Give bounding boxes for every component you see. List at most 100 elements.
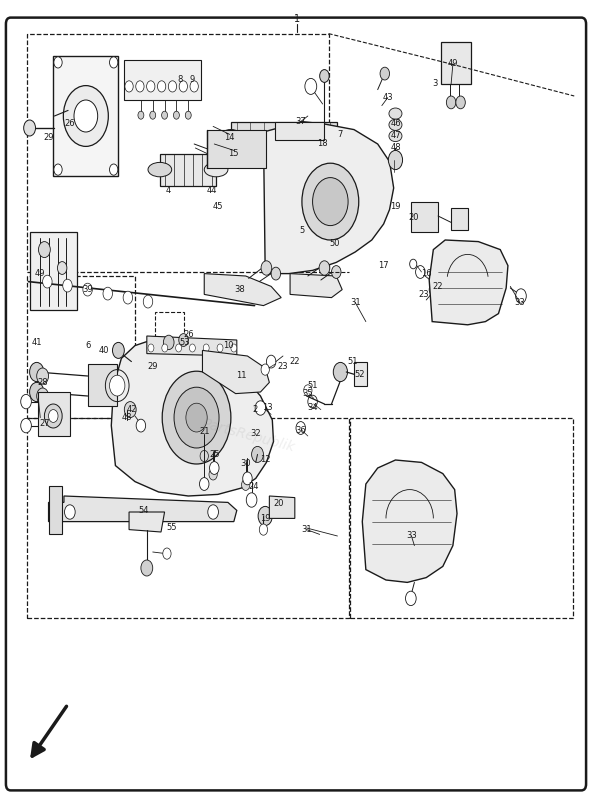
- Circle shape: [304, 385, 312, 396]
- Circle shape: [162, 344, 168, 352]
- Text: 18: 18: [317, 139, 328, 149]
- Text: 16: 16: [421, 269, 432, 278]
- Text: 31: 31: [301, 525, 312, 534]
- Text: 21: 21: [199, 427, 210, 437]
- Ellipse shape: [148, 162, 172, 177]
- Circle shape: [110, 164, 118, 175]
- Circle shape: [217, 344, 223, 352]
- Polygon shape: [49, 496, 237, 522]
- Circle shape: [168, 81, 176, 92]
- Text: 7: 7: [337, 130, 343, 139]
- Text: 1: 1: [294, 14, 300, 24]
- Circle shape: [255, 401, 266, 415]
- Circle shape: [112, 342, 124, 358]
- Circle shape: [320, 70, 329, 82]
- Polygon shape: [290, 274, 342, 298]
- Circle shape: [203, 344, 209, 352]
- Circle shape: [200, 450, 208, 462]
- Text: 3: 3: [432, 78, 438, 88]
- Text: 54: 54: [138, 506, 149, 515]
- Text: 45: 45: [213, 202, 223, 211]
- Text: 38: 38: [234, 285, 245, 294]
- Text: 13: 13: [262, 403, 273, 413]
- Circle shape: [148, 344, 154, 352]
- Text: 23: 23: [278, 362, 288, 371]
- Circle shape: [49, 410, 58, 422]
- Circle shape: [21, 394, 31, 409]
- Polygon shape: [88, 364, 117, 406]
- Text: 28: 28: [37, 378, 48, 387]
- Circle shape: [258, 506, 272, 526]
- Circle shape: [161, 370, 168, 379]
- Circle shape: [210, 462, 219, 474]
- Circle shape: [246, 493, 257, 507]
- Text: 33: 33: [406, 531, 417, 541]
- Circle shape: [65, 505, 75, 519]
- Text: 29: 29: [43, 133, 54, 142]
- Circle shape: [271, 267, 281, 280]
- Text: 12: 12: [260, 455, 271, 465]
- Text: 46: 46: [390, 119, 401, 129]
- Circle shape: [157, 81, 166, 92]
- Text: 37: 37: [295, 117, 306, 126]
- Polygon shape: [204, 274, 281, 306]
- Polygon shape: [129, 512, 165, 532]
- Circle shape: [190, 81, 198, 92]
- Circle shape: [406, 591, 416, 606]
- Text: 31: 31: [350, 298, 361, 307]
- Circle shape: [21, 418, 31, 433]
- Polygon shape: [53, 56, 118, 176]
- Circle shape: [429, 284, 437, 295]
- Polygon shape: [269, 496, 295, 518]
- Circle shape: [189, 344, 195, 352]
- Circle shape: [446, 96, 456, 109]
- Circle shape: [150, 111, 156, 119]
- Text: 6: 6: [85, 341, 91, 350]
- Text: 22: 22: [433, 282, 443, 291]
- Circle shape: [44, 404, 62, 428]
- Circle shape: [252, 446, 263, 462]
- Circle shape: [138, 111, 144, 119]
- Circle shape: [83, 283, 92, 296]
- Circle shape: [57, 262, 67, 274]
- Bar: [30, 232, 77, 310]
- Polygon shape: [49, 486, 62, 534]
- Circle shape: [54, 164, 62, 175]
- Circle shape: [209, 469, 217, 480]
- Circle shape: [243, 472, 252, 485]
- Text: 30: 30: [240, 459, 251, 469]
- Circle shape: [30, 362, 44, 382]
- Circle shape: [37, 388, 49, 404]
- Text: 14: 14: [224, 133, 235, 142]
- Circle shape: [162, 371, 231, 464]
- Circle shape: [261, 364, 269, 375]
- Text: 55: 55: [166, 523, 177, 533]
- Circle shape: [176, 344, 182, 352]
- Text: 2: 2: [252, 405, 257, 414]
- Circle shape: [259, 524, 268, 535]
- Circle shape: [136, 81, 144, 92]
- Circle shape: [179, 81, 188, 92]
- Bar: [27, 34, 329, 272]
- Bar: [27, 276, 135, 418]
- Circle shape: [179, 334, 188, 346]
- Ellipse shape: [389, 130, 402, 142]
- Bar: [350, 418, 573, 618]
- Ellipse shape: [389, 119, 402, 130]
- Circle shape: [174, 387, 219, 448]
- Text: 26: 26: [65, 119, 75, 129]
- Circle shape: [185, 111, 191, 119]
- Bar: [155, 312, 184, 362]
- Circle shape: [38, 242, 50, 258]
- Polygon shape: [451, 208, 468, 230]
- Text: 24: 24: [248, 482, 259, 491]
- Text: 32: 32: [250, 429, 261, 438]
- Ellipse shape: [204, 162, 228, 177]
- Text: 51: 51: [307, 381, 318, 390]
- Polygon shape: [263, 122, 394, 274]
- Text: 22: 22: [289, 357, 300, 366]
- Polygon shape: [160, 154, 216, 186]
- Text: 23: 23: [418, 290, 429, 299]
- Circle shape: [333, 362, 348, 382]
- Text: 4: 4: [166, 186, 171, 195]
